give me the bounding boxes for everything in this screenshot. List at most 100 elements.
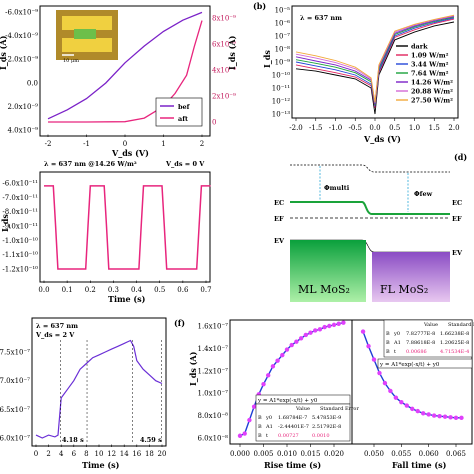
- x-tick-label: 16: [132, 450, 141, 458]
- y-tick-label: -2.0x10⁻⁹: [5, 56, 38, 64]
- rise-point: [322, 324, 327, 330]
- x-tick-label: 0.060: [419, 450, 439, 458]
- rise-table-box: [255, 403, 351, 442]
- legend-label: 27.50 W/m²: [411, 97, 453, 105]
- fall-point: [453, 415, 459, 421]
- y-tick-label: 10⁻¹³: [272, 111, 290, 119]
- panel-f-fall-xlabel: Fall time (s): [392, 460, 447, 470]
- iv-curve-2: [295, 17, 455, 107]
- panel-b-series: [295, 14, 455, 115]
- y-tick-label: -6.0x10⁻⁹: [5, 9, 38, 17]
- table-head: Value: [423, 322, 438, 328]
- table-cell: 0.00727: [278, 433, 299, 439]
- y-tick-label: -8.0x10⁻¹¹: [2, 208, 38, 216]
- fall-point: [437, 413, 442, 419]
- panel-c-series: [44, 185, 211, 270]
- y-tick-label: 10⁻⁵: [275, 7, 291, 15]
- table-cell: y0: [393, 331, 400, 337]
- rise-point: [289, 342, 294, 348]
- fall-point: [448, 415, 453, 420]
- fall-point: [377, 370, 382, 376]
- panel-f-rise-x-ticks: 0.000 0.005 0.010 0.015 0.020: [230, 444, 344, 458]
- x-tick-label: 0: [123, 140, 127, 148]
- panel-a-ylabel-right: I_ds (A): [227, 35, 237, 70]
- y-tick-label: 7.5x10⁻⁷: [0, 349, 30, 357]
- legend-label: 20.88 W/m²: [411, 88, 453, 96]
- x-tick-label: 2: [200, 140, 204, 148]
- ef-right-label: EF: [452, 215, 462, 223]
- y-tick-label: 8x10⁻⁹: [212, 15, 236, 23]
- panel-c-frame: [39, 171, 211, 283]
- rise-point: [303, 332, 308, 338]
- x-tick-label: 0.065: [446, 450, 466, 458]
- panel-b-annotation: λ = 637 nm: [300, 14, 342, 22]
- fall-time-label: 4.59 s: [140, 436, 162, 444]
- iv-curve-4: [295, 15, 455, 104]
- fall-table-cells: Value Standard Error By0 7.82777E-8 1.66238E…: [386, 322, 474, 355]
- y-tick-label: -1.0x10⁻¹⁰: [2, 237, 38, 245]
- x-tick-label: 2: [46, 450, 50, 458]
- y-tick-label: 1.6x10⁻⁷: [198, 323, 229, 331]
- rise-point: [317, 327, 323, 332]
- panel-f-fall-series: [360, 329, 464, 421]
- table-cell: B: [386, 331, 390, 337]
- x-tick-label: 0.010: [277, 450, 297, 458]
- rise-point: [251, 404, 257, 409]
- rise-point: [294, 339, 299, 344]
- panel-b-label: (b): [253, 1, 266, 11]
- x-tick-label: 0.050: [364, 450, 384, 458]
- fall-point: [360, 329, 366, 334]
- x-tick-label: 0.1: [62, 286, 73, 294]
- x-tick-label: 0.6: [177, 286, 189, 294]
- table-cell: B: [386, 340, 390, 346]
- device-electrode-top: [62, 16, 112, 30]
- table-cell: B: [258, 433, 262, 439]
- x-tick-label: 0.3: [108, 286, 119, 294]
- panel-c-annotation-right: V_ds = 0 V: [165, 160, 205, 168]
- conduction-band: [290, 201, 450, 215]
- table-cell: 0.0010: [312, 433, 330, 439]
- panel-a-y-left-ticks: 4.0x10⁻⁹ 2.0x10⁻⁹ 0.0 -2.0x10⁻⁹ -4.0x10⁻⁹ -6.…: [5, 9, 38, 135]
- x-tick-label: 14: [120, 450, 129, 458]
- x-tick-label: 1.5: [429, 124, 440, 132]
- y-tick-label: 2x10⁻⁹: [212, 93, 236, 101]
- x-tick-label: -2: [45, 140, 52, 148]
- y-tick-label: -7.0x10⁻¹¹: [2, 194, 38, 202]
- y-tick-label: 10⁻¹⁰: [272, 72, 290, 80]
- x-tick-label: 10: [95, 450, 104, 458]
- table-head: Value: [295, 406, 310, 412]
- legend-label: 3.44 W/m²: [411, 61, 449, 69]
- rise-point: [242, 431, 247, 436]
- y-tick-label: 6.0x10⁻⁷: [0, 435, 30, 443]
- iv-curve-3: [295, 16, 455, 105]
- table-cell: 1.66238E-8: [440, 331, 469, 337]
- y-tick-label: 0: [212, 119, 216, 127]
- fall-point: [388, 388, 393, 394]
- table-cell: 4.71534E-4: [440, 349, 469, 355]
- iv-curve-0: [295, 21, 455, 115]
- fl-mos2-block: [372, 252, 450, 302]
- iv-curve-1: [295, 18, 455, 108]
- fall-table-box: [383, 319, 473, 358]
- y-tick-label: 10⁻⁷: [275, 33, 291, 41]
- x-tick-label: 0.4: [131, 286, 143, 294]
- panel-a-xlabel: V_ds (V): [111, 148, 149, 158]
- rise-point: [313, 328, 318, 333]
- rise-point: [336, 321, 341, 326]
- panel-c-ylabel: I_ds: [0, 214, 10, 232]
- phi-few-label: Φfew: [414, 190, 433, 198]
- rise-time-label: 4.18 s: [62, 436, 84, 444]
- ef-left-label: EF: [274, 215, 284, 223]
- rise-point: [331, 322, 337, 328]
- y-tick-label: 6x10⁻⁹: [212, 41, 236, 49]
- x-tick-label: -2.0: [289, 124, 303, 132]
- legend-aft-label: aft: [178, 115, 188, 123]
- x-tick-label: 0.020: [324, 450, 344, 458]
- table-head: Standard Error: [320, 406, 359, 412]
- rise-point: [261, 382, 266, 387]
- x-tick-label: 0.2: [85, 286, 96, 294]
- fall-equation-box: [377, 358, 473, 369]
- rise-point: [284, 347, 290, 352]
- y-tick-label: 10⁻¹¹: [272, 85, 290, 93]
